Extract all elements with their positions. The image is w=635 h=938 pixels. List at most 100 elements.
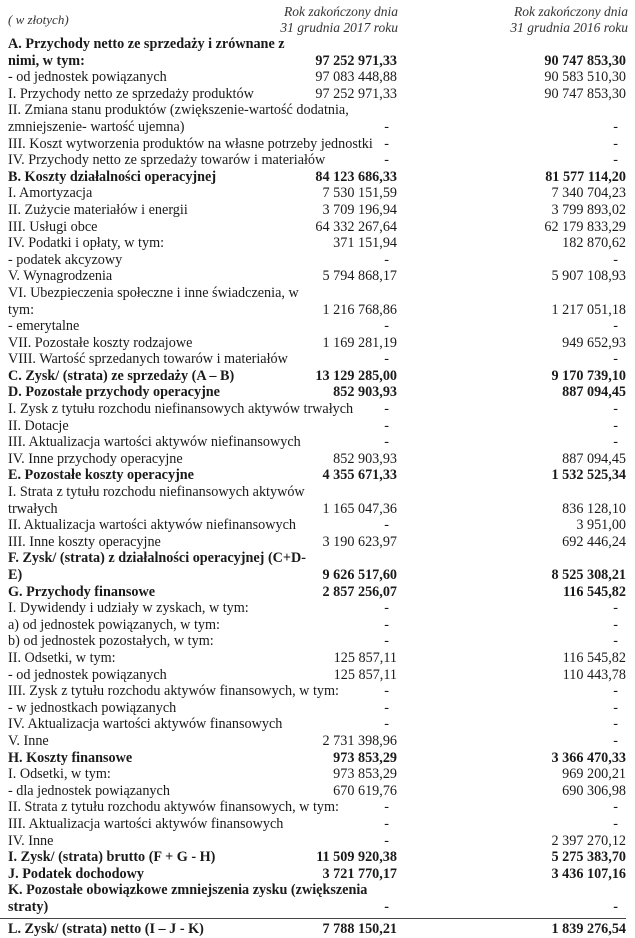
row-label-and-2017-cell: - od jednostek powiązanych 97 083 448,88 [0, 69, 397, 86]
table-row: - w jednostkach powiązanych - - [0, 700, 626, 717]
value-2017: 3 709 196,94 [322, 201, 397, 218]
row-label: K. Pozostałe obowiązkowe zmniejszenia zy… [8, 882, 368, 915]
value-2016: 690 306,98 [562, 782, 626, 799]
row-label: III. Usługi obce [8, 218, 98, 235]
value-2017: 670 619,76 [333, 782, 397, 799]
value-2017: - [384, 616, 389, 633]
table-row: V. Wynagrodzenia 5 794 868,17 5 907 108,93 [0, 268, 626, 285]
row-label-and-2017-cell: II. Odsetki, w tym: 125 857,11 [0, 650, 397, 667]
row-label-and-2017-cell: III. Koszt wytworzenia produktów na włas… [0, 136, 397, 153]
value-2016: - [613, 434, 618, 451]
row-label-and-2017-cell: I. Dywidendy i udziały w zyskach, w tym:… [0, 600, 397, 617]
value-2016: 5 907 108,93 [551, 268, 626, 285]
table-row: VIII. Wartość sprzedanych towarów i mate… [0, 351, 626, 368]
row-label-and-2017-cell: VI. Ubezpieczenia społeczne i inne świad… [0, 285, 397, 318]
table-row: B. Koszty działalności operacyjnej 84 123… [0, 169, 626, 186]
table-row: G. Przychody finansowe 2 857 256,07 116 54… [0, 584, 626, 601]
row-label: II. Aktualizacja wartości aktywów niefin… [8, 517, 296, 534]
value-2016: 90 747 853,30 [544, 52, 626, 69]
value-2017: 13 129 285,00 [315, 367, 397, 384]
value-2016: - [613, 152, 618, 169]
value-2017: 97 252 971,33 [315, 52, 397, 69]
value-2016: 887 094,45 [562, 450, 626, 467]
value-2016: 1 532 525,34 [551, 467, 626, 484]
value-2017: - [384, 832, 389, 849]
value-2016: - [613, 732, 618, 749]
row-label: III. Aktualizacja wartości aktywów finan… [8, 815, 284, 832]
table-row: III. Koszt wytworzenia produktów na włas… [0, 136, 626, 153]
value-2016: 9 170 739,10 [551, 367, 626, 384]
row-label-and-2017-cell: II. Zużycie materiałów i energii 3 709 19… [0, 202, 397, 219]
value-2017: 1 216 768,86 [322, 301, 397, 318]
value-2016: 7 340 704,23 [551, 185, 626, 202]
row-label-and-2017-cell: - emerytalne - [0, 318, 397, 335]
value-2017: 84 123 686,33 [315, 168, 397, 185]
row-label: III. Zysk z tytułu rozchodu aktywów fina… [8, 683, 339, 700]
table-row: VII. Pozostałe koszty rodzajowe 1 169 281… [0, 335, 626, 352]
table-row: b) od jednostek pozostałych, w tym: - - [0, 633, 626, 650]
value-2016: - [613, 898, 618, 915]
table-row: J. Podatek dochodowy 3 721 770,17 3 436 10… [0, 866, 626, 883]
value-2016: - [613, 616, 618, 633]
row-label-and-2017-cell: IV. Inne - [0, 833, 397, 850]
row-label: I. Zysk z tytułu rozchodu niefinansowych… [8, 401, 354, 418]
table-row: IV. Podatki i opłaty, w tym: 371 151,94 18… [0, 235, 626, 252]
table-row: II. Strata z tytułu rozchodu aktywów fin… [0, 799, 626, 816]
value-2016: - [613, 417, 618, 434]
row-label-and-2017-cell: IV. Aktualizacja wartości aktywów finans… [0, 716, 397, 733]
row-label: - dla jednostek powiązanych [8, 782, 170, 799]
value-2016: 3 951,00 [576, 517, 626, 534]
value-2016: 110 443,78 [562, 666, 626, 683]
row-label-and-2017-cell: L. Zysk/ (strata) netto (I – J - K) 7 788… [0, 921, 397, 938]
row-label: A. Przychody netto ze sprzedaży i zrówna… [8, 36, 285, 69]
row-label-and-2017-cell: III. Aktualizacja wartości aktywów niefi… [0, 434, 397, 451]
row-label: II. Zmiana stanu produktów (zwiększenie-… [8, 102, 349, 135]
table-row: I. Zysk/ (strata) brutto (F + G - H) 11 5… [0, 849, 626, 866]
column-header-2017: Rok zakończony dnia 31 grudnia 2017 roku [280, 4, 398, 35]
row-label: G. Przychody finansowe [8, 583, 155, 600]
row-label-and-2017-cell: IV. Inne przychody operacyjne 852 903,93 [0, 451, 397, 468]
value-2016: - [613, 716, 618, 733]
value-2016: - [613, 699, 618, 716]
row-label-and-2017-cell: VIII. Wartość sprzedanych towarów i mate… [0, 351, 397, 368]
row-label-and-2017-cell: I. Odsetki, w tym: 973 853,29 [0, 766, 397, 783]
row-label: V. Inne [8, 732, 49, 749]
column-header-2016: Rok zakończony dnia 31 grudnia 2016 roku [510, 4, 628, 35]
table-row: - od jednostek powiązanych 125 857,11 110 … [0, 667, 626, 684]
value-2017: - [384, 898, 389, 915]
row-label: - w jednostkach powiązanych [8, 699, 177, 716]
row-label-and-2017-cell: - podatek akcyzowy - [0, 252, 397, 269]
table-row: II. Odsetki, w tym: 125 857,11 116 545,82 [0, 650, 626, 667]
row-label-and-2017-cell: D. Pozostałe przychody operacyjne 852 903… [0, 384, 397, 401]
table-row: IV. Aktualizacja wartości aktywów finans… [0, 716, 626, 733]
row-label-and-2017-cell: VII. Pozostałe koszty rodzajowe 1 169 281… [0, 335, 397, 352]
value-2017: - [384, 716, 389, 733]
value-2017: - [384, 135, 389, 152]
value-2017: 125 857,11 [333, 649, 397, 666]
value-2017: 2 731 398,96 [322, 732, 397, 749]
row-label-and-2017-cell: II. Aktualizacja wartości aktywów niefin… [0, 517, 397, 534]
value-2016: 1 217 051,18 [551, 301, 626, 318]
value-2016: 3 366 470,33 [551, 749, 626, 766]
row-label-and-2017-cell: B. Koszty działalności operacyjnej 84 123… [0, 169, 397, 186]
table-row: III. Aktualizacja wartości aktywów niefi… [0, 434, 626, 451]
row-label-and-2017-cell: H. Koszty finansowe 973 853,29 [0, 750, 397, 767]
row-label-and-2017-cell: I. Przychody netto ze sprzedaży produktó… [0, 86, 397, 103]
value-2017: 125 857,11 [333, 666, 397, 683]
table-row: K. Pozostałe obowiązkowe zmniejszenia zy… [0, 882, 626, 915]
table-row: VI. Ubezpieczenia społeczne i inne świad… [0, 285, 626, 318]
table-row: L. Zysk/ (strata) netto (I – J - K) 7 788… [0, 918, 626, 938]
row-label: a) od jednostek powiązanych, w tym: [8, 616, 220, 633]
row-label: I. Amortyzacja [8, 185, 93, 202]
row-label-and-2017-cell: I. Strata z tytułu rozchodu niefinansowy… [0, 484, 397, 517]
row-label-and-2017-cell: J. Podatek dochodowy 3 721 770,17 [0, 866, 397, 883]
row-label-and-2017-cell: G. Przychody finansowe 2 857 256,07 [0, 584, 397, 601]
row-label-and-2017-cell: F. Zysk/ (strata) z działalności operacy… [0, 550, 397, 583]
value-2016: - [613, 118, 618, 135]
row-label: - podatek akcyzowy [8, 251, 123, 268]
row-label: L. Zysk/ (strata) netto (I – J - K) [8, 921, 204, 938]
value-2017: 3 721 770,17 [322, 865, 397, 882]
row-label-and-2017-cell: II. Dotacje - [0, 418, 397, 435]
value-2016: - [613, 633, 618, 650]
table-row: III. Inne koszty operacyjne 3 190 623,97 6… [0, 534, 626, 551]
